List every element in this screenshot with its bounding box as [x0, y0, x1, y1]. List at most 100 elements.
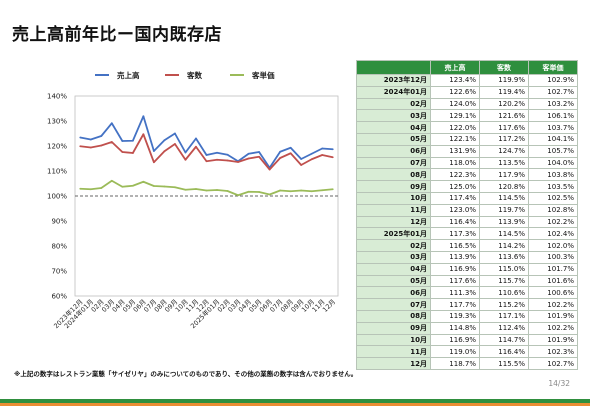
table-cell: 106.1% — [528, 109, 578, 123]
y-tick-label: 100% — [47, 193, 67, 201]
table-cell: 131.9% — [430, 144, 480, 158]
data-point — [289, 152, 292, 155]
table-cell: 100.3% — [528, 250, 578, 264]
data-point — [195, 145, 197, 148]
table-header-cell: 客数 — [479, 60, 529, 75]
table-cell: 115.5% — [479, 357, 529, 370]
data-point — [205, 154, 208, 156]
data-point — [174, 186, 176, 189]
line-chart: 売上高 客数 客単価 60% 70% 80% 90% 100% 110% 120% 130% 140… — [47, 70, 339, 330]
data-point — [226, 153, 229, 156]
table-cell: 102.9% — [528, 74, 578, 87]
table-cell: 102.2% — [528, 298, 578, 311]
data-point — [321, 147, 324, 150]
table-cell: 121.6% — [479, 109, 529, 123]
table-row-label: 05月 — [356, 274, 431, 288]
table-row-label: 03月 — [356, 250, 431, 264]
table-row-label: 2024年01月 — [356, 85, 431, 99]
table-cell: 116.4% — [479, 345, 529, 359]
data-point — [205, 189, 208, 192]
data-point — [100, 135, 103, 137]
table-cell: 114.2% — [479, 239, 529, 252]
table-cell: 118.0% — [430, 156, 480, 170]
data-point — [300, 158, 303, 160]
data-point — [153, 161, 155, 164]
table-cell: 102.0% — [528, 239, 578, 252]
data-point — [216, 151, 218, 154]
data-point — [131, 184, 134, 187]
y-tick-label: 80% — [51, 243, 67, 251]
page-title: 売上高前年比ー国内既存店 — [12, 25, 222, 45]
table-row: 2024年01月 122.6% 119.4% 102.7% — [356, 85, 578, 99]
table-cell: 116.5% — [430, 239, 480, 252]
table-cell: 116.4% — [430, 215, 480, 229]
table-row: 12月 116.4% 113.9% 102.2% — [356, 215, 578, 229]
data-point — [279, 150, 282, 153]
table-row: 07月 117.7% 115.2% 102.2% — [356, 298, 578, 311]
data-point — [79, 187, 82, 190]
table-row: 10月 117.4% 114.5% 102.5% — [356, 191, 578, 205]
table-header-cell: 売上高 — [430, 60, 480, 75]
table-cell: 124.0% — [430, 97, 480, 111]
data-point — [310, 158, 313, 161]
data-point — [331, 156, 334, 159]
data-point — [258, 191, 260, 193]
table-cell: 101.7% — [528, 262, 578, 276]
table-cell: 120.8% — [479, 180, 529, 193]
table-row-label: 11月 — [356, 203, 431, 217]
table-cell: 102.4% — [528, 227, 578, 241]
table-row: 09月 125.0% 120.8% 103.5% — [356, 180, 578, 193]
table-cell: 114.8% — [430, 321, 480, 335]
data-point — [226, 159, 229, 162]
data-point — [310, 190, 313, 193]
table-row-label: 04月 — [356, 262, 431, 276]
data-point — [268, 193, 271, 196]
data-point — [131, 152, 134, 154]
table-row-label: 12月 — [356, 357, 431, 370]
table-cell: 105.7% — [528, 144, 578, 158]
table-row-label: 06月 — [356, 144, 431, 158]
table-row: 10月 116.9% 114.7% 101.9% — [356, 333, 578, 347]
table-row-label: 04月 — [356, 121, 431, 134]
table-cell: 114.5% — [479, 191, 529, 205]
table-row: 09月 114.8% 112.4% 102.2% — [356, 321, 578, 335]
y-tick-label: 70% — [51, 268, 67, 276]
legend-label: 売上高 — [117, 70, 140, 80]
y-tick-label: 90% — [51, 218, 67, 226]
table-cell: 115.7% — [479, 274, 529, 288]
table-cell: 117.6% — [479, 121, 529, 134]
table-cell: 116.9% — [430, 262, 480, 276]
table-row: 2025年01月 117.3% 114.5% 102.4% — [356, 227, 578, 241]
table-cell: 115.0% — [479, 262, 529, 276]
table-cell: 113.5% — [479, 156, 529, 170]
data-point — [142, 115, 145, 118]
table-cell: 114.5% — [479, 227, 529, 241]
table-row: 2023年12月 123.4% 119.9% 102.9% — [356, 74, 578, 87]
table-cell: 123.4% — [430, 74, 480, 87]
data-point — [121, 151, 124, 153]
data-point — [321, 189, 324, 192]
data-point — [195, 137, 197, 140]
legend-label: 客単価 — [251, 70, 275, 80]
table-row-label: 10月 — [356, 333, 431, 347]
table-cell: 122.1% — [430, 132, 480, 146]
data-point — [258, 155, 260, 158]
data-point — [184, 158, 187, 161]
legend-label: 客数 — [186, 70, 202, 80]
y-tick-label: 110% — [47, 168, 67, 176]
table-cell: 123.0% — [430, 203, 480, 217]
table-row: 03月 129.1% 121.6% 106.1% — [356, 109, 578, 123]
table-row: 04月 122.0% 117.6% 103.7% — [356, 121, 578, 134]
table-row: 03月 113.9% 113.6% 100.3% — [356, 250, 578, 264]
table-row: 02月 124.0% 120.2% 103.2% — [356, 97, 578, 111]
table-cell: 129.1% — [430, 109, 480, 123]
y-tick-label: 120% — [47, 143, 67, 151]
data-point — [110, 141, 113, 143]
data-point — [174, 132, 176, 135]
data-point — [331, 148, 334, 151]
data-point — [321, 154, 324, 156]
table-cell: 110.6% — [479, 286, 529, 300]
table-row-label: 07月 — [356, 156, 431, 170]
table-cell: 100.6% — [528, 286, 578, 300]
table-row: 06月 131.9% 124.7% 105.7% — [356, 144, 578, 158]
